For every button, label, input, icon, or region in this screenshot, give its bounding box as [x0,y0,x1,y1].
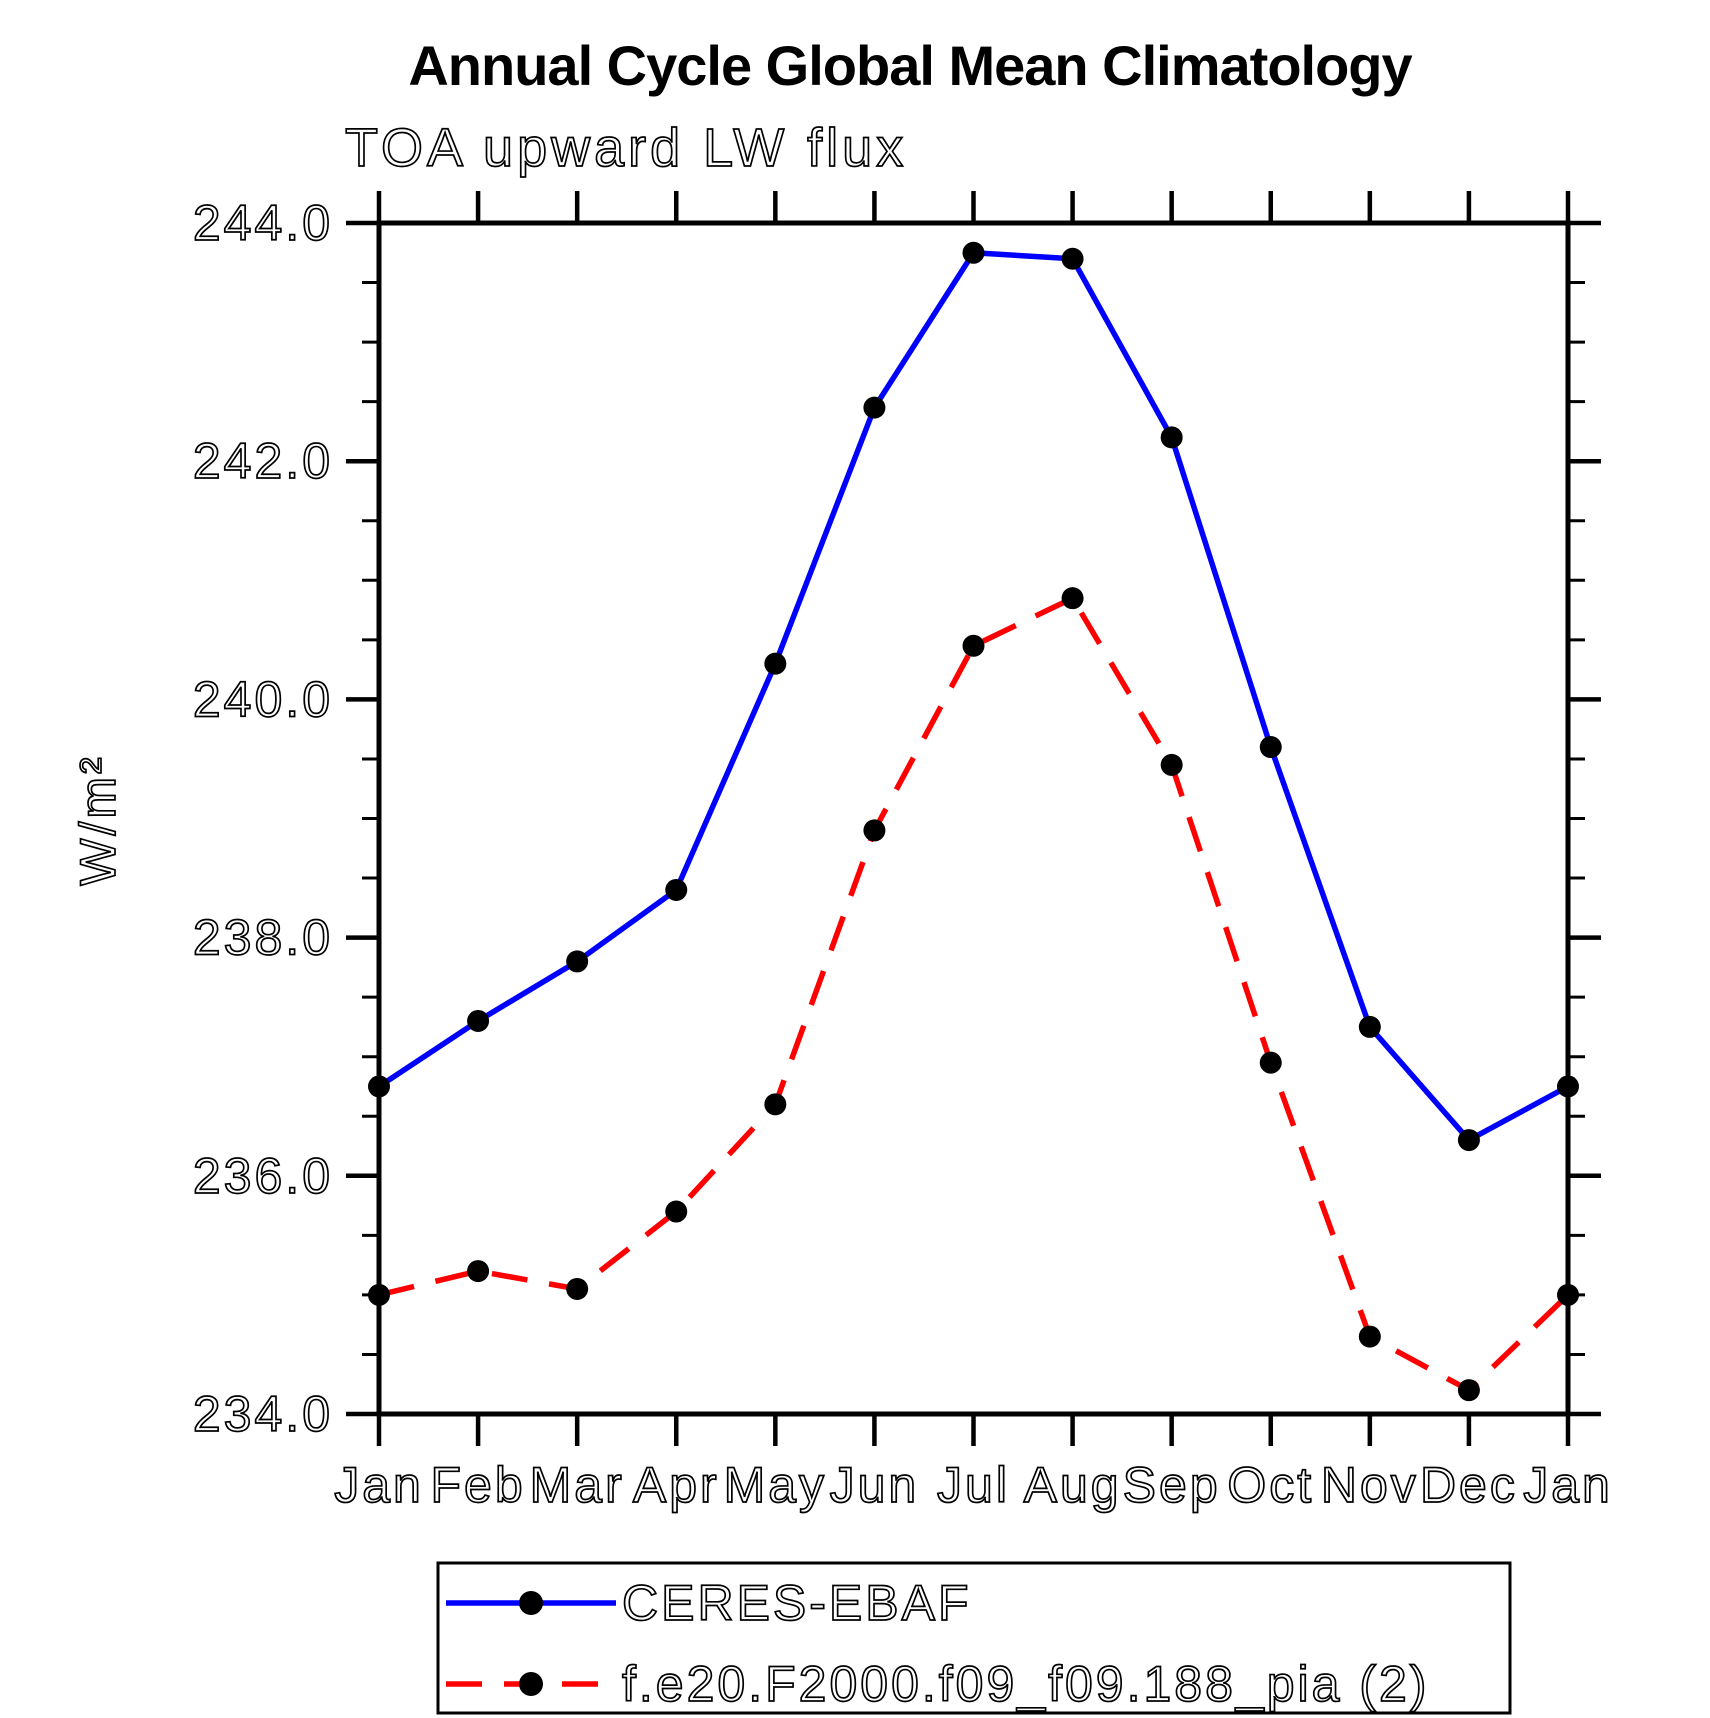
legend-item-ceres-ebaf: CERES-EBAF [446,1574,972,1632]
y-axis-tick-label: 236.0 [193,1148,333,1204]
legend: CERES-EBAF f.e20.F2000.f09_f09.188_pia (… [436,1561,1512,1715]
data-point-marker [467,1260,490,1283]
data-point-marker [1358,1015,1381,1038]
x-axis-tick-label: May [724,1457,827,1513]
data-point-marker [962,634,985,657]
series-line-0 [377,249,1570,1144]
data-point-marker [1557,1075,1579,1098]
data-point-marker [566,1277,589,1300]
x-axis-tick-label: Sep [1123,1457,1221,1513]
y-axis-tick-label: 242.0 [193,433,333,489]
series [368,241,1579,1402]
data-point-marker [1457,1379,1480,1402]
legend-marker-icon [519,1672,543,1696]
x-axis-tick-label: Jan [1523,1457,1613,1513]
x-axis-tick-label: Nov [1321,1457,1419,1513]
y-axis-label: W/m² [70,754,126,885]
y-axis-tick-label: 244.0 [193,195,333,251]
data-point-marker [1259,1051,1282,1074]
data-point-marker [1160,426,1183,449]
data-point-marker [863,396,886,419]
data-point-marker [1457,1129,1480,1152]
legend-frame [436,1561,1512,1715]
y-axis-tick-label: 238.0 [193,910,333,966]
x-axis-tick-label: Dec [1420,1457,1518,1513]
x-axis-tick-label: Oct [1227,1457,1314,1513]
chart-title: Annual Cycle Global Mean Climatology [408,34,1412,97]
data-point-marker [863,819,886,842]
legend-item-model: f.e20.F2000.f09_f09.188_pia (2) [446,1655,1429,1713]
data-point-marker [665,878,688,901]
plot-frame [376,220,1571,1417]
legend-label: CERES-EBAF [622,1575,972,1631]
x-axis-tick-label: Jun [830,1457,920,1513]
y-axis-tick-label: 240.0 [193,671,333,727]
data-point-marker [962,241,985,264]
data-point-marker [764,652,787,675]
x-axis-tick-label: Feb [430,1457,525,1513]
data-point-marker [1061,247,1084,270]
x-axis-tick-label: Jan [334,1457,424,1513]
x-axis-tick-label: Jul [937,1457,1010,1513]
data-point-marker [368,1075,390,1098]
x-axis-tick-label: Mar [530,1457,625,1513]
x-axis-tick-label: Apr [633,1457,720,1513]
x-axis-tick-label: Aug [1024,1457,1122,1513]
legend-marker-icon [519,1591,543,1615]
data-point-marker [566,950,589,973]
data-point-marker [1061,587,1084,610]
legend-label: f.e20.F2000.f09_f09.188_pia (2) [622,1656,1429,1712]
y-axis-tick-label: 234.0 [193,1386,333,1442]
data-point-marker [665,1200,688,1223]
data-point-marker [1358,1325,1381,1348]
data-point-marker [1557,1283,1579,1306]
chart-subtitle: TOA upward LW flux [345,118,907,178]
data-point-marker [467,1009,490,1032]
series-line-1 [378,594,1570,1394]
data-point-marker [764,1093,787,1116]
data-point-marker [368,1283,390,1306]
data-point-marker [1259,736,1282,759]
data-point-marker [1160,753,1183,776]
